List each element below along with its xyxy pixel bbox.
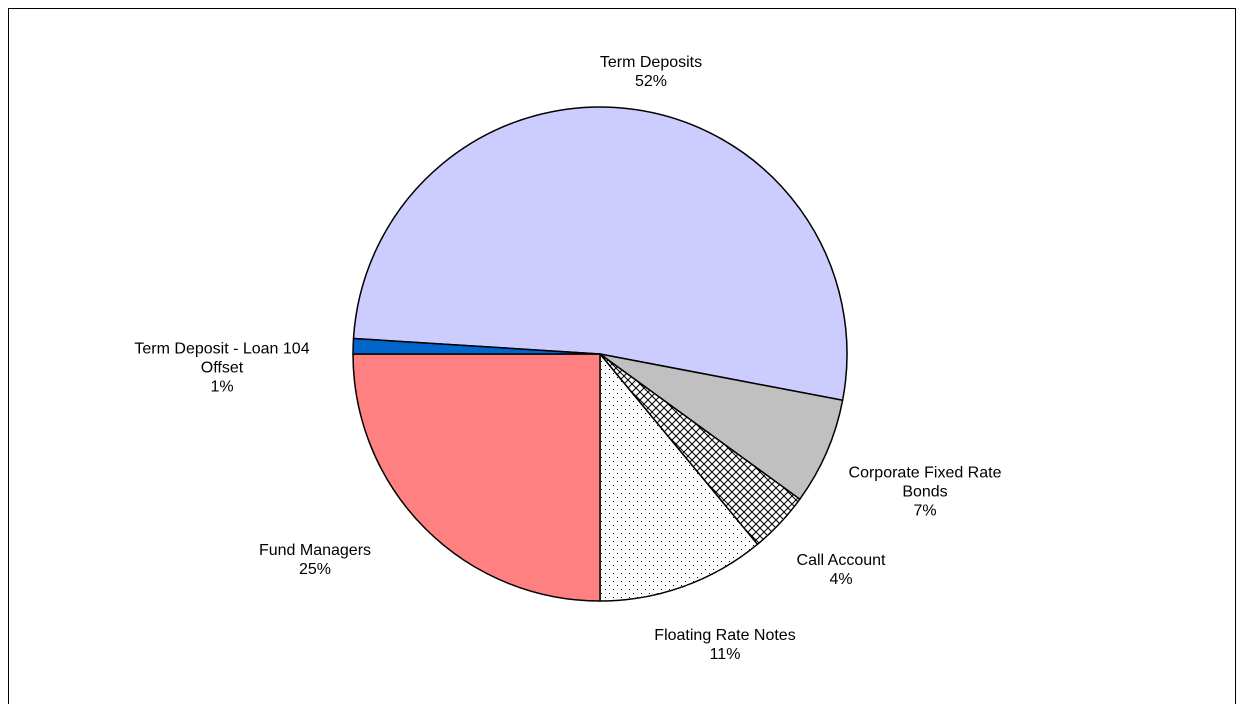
pie-slice xyxy=(352,106,848,402)
chart-frame xyxy=(8,8,1236,704)
category-label: Term Deposits xyxy=(599,54,703,71)
slice-label: Call Account 4% xyxy=(731,551,951,589)
category-label: Fund Managers xyxy=(258,542,372,559)
pie-slice xyxy=(352,353,601,602)
slice-label: Fund Managers 25% xyxy=(205,541,425,579)
value-label: 11% xyxy=(709,646,741,663)
category-label: Term Deposit - Loan 104 Offset xyxy=(134,340,310,377)
slice-label: Term Deposit - Loan 104 Offset 1% xyxy=(122,340,322,397)
value-label: 52% xyxy=(634,73,668,90)
value-label: 7% xyxy=(913,502,937,520)
category-label: Corporate Fixed Rate Bonds xyxy=(848,464,1002,501)
value-label: 25% xyxy=(298,561,332,578)
category-label: Floating Rate Notes xyxy=(654,627,796,644)
slice-label: Floating Rate Notes 11% xyxy=(615,626,835,664)
slice-label: Term Deposits 52% xyxy=(541,53,761,91)
pie-slice xyxy=(599,353,759,602)
pie-slice xyxy=(599,353,844,500)
value-label: 1% xyxy=(210,378,234,396)
pie-slice xyxy=(352,337,601,355)
slice-label: Corporate Fixed Rate Bonds 7% xyxy=(840,464,1010,521)
category-label: Call Account xyxy=(796,552,886,569)
value-label: 4% xyxy=(829,571,853,588)
